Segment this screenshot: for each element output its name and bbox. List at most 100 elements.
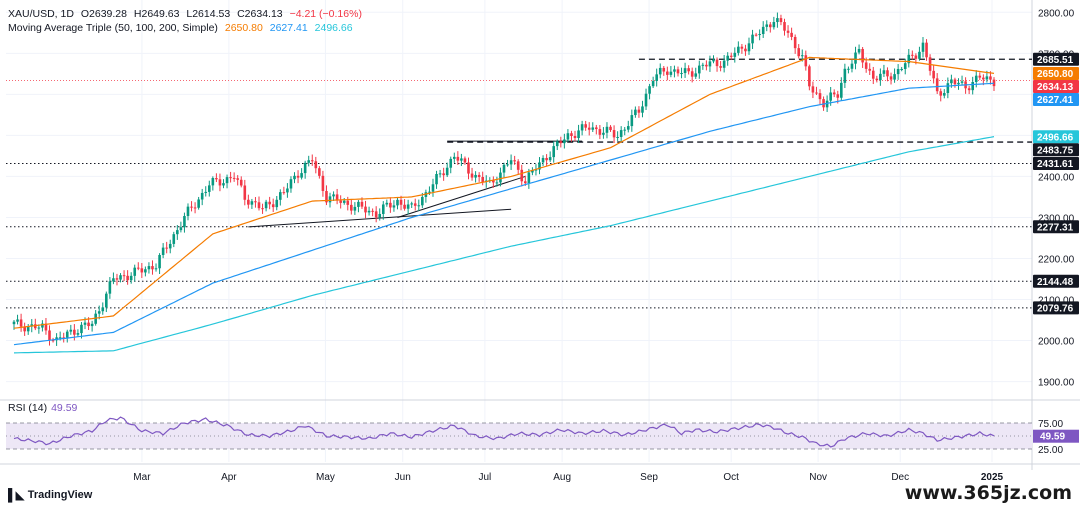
candle-body bbox=[371, 210, 374, 212]
candle-body bbox=[147, 266, 151, 270]
candle-body bbox=[289, 179, 293, 189]
candle-body bbox=[935, 78, 939, 92]
candle-body bbox=[563, 139, 566, 144]
candle-body bbox=[548, 157, 552, 161]
candle-body bbox=[992, 79, 996, 87]
candle-body bbox=[76, 333, 80, 335]
candle-body bbox=[932, 70, 935, 79]
candle-body bbox=[651, 80, 655, 87]
candle-body bbox=[51, 340, 55, 342]
candle-body bbox=[435, 174, 438, 185]
candle-body bbox=[112, 278, 115, 282]
candle-body bbox=[385, 202, 389, 205]
candle-body bbox=[893, 74, 896, 80]
candle-body bbox=[925, 42, 928, 58]
candle-body bbox=[176, 230, 179, 235]
candle-body bbox=[445, 167, 449, 176]
open-value: O2639.28 bbox=[80, 8, 127, 20]
candle-body bbox=[729, 55, 733, 57]
candle-body bbox=[687, 68, 690, 72]
candle-body bbox=[310, 160, 314, 162]
candle-body bbox=[254, 201, 257, 203]
candle-body bbox=[939, 91, 943, 96]
y-tick-label: 2400.00 bbox=[1038, 172, 1075, 183]
x-tick-label: Jun bbox=[395, 472, 411, 483]
candle-body bbox=[914, 55, 918, 59]
candle-body bbox=[140, 268, 144, 273]
candle-body bbox=[225, 177, 229, 184]
rsi-tick-label: 75.00 bbox=[1038, 419, 1063, 430]
candle-body bbox=[90, 323, 94, 327]
x-tick-label: May bbox=[316, 472, 335, 483]
candle-body bbox=[421, 196, 424, 206]
candle-body bbox=[989, 76, 992, 80]
candle-body bbox=[605, 126, 609, 133]
candle-body bbox=[218, 179, 222, 186]
candle-body bbox=[499, 172, 502, 183]
candle-body bbox=[804, 55, 808, 67]
candle-body bbox=[353, 206, 357, 211]
candle-body bbox=[712, 59, 715, 62]
price-badge bbox=[1033, 80, 1079, 94]
candle-body bbox=[761, 26, 765, 35]
candle-body bbox=[516, 161, 520, 170]
candle-body bbox=[974, 75, 978, 82]
candle-body bbox=[87, 322, 90, 327]
candle-body bbox=[570, 133, 573, 136]
candle-body bbox=[460, 158, 463, 161]
candle-body bbox=[264, 201, 268, 209]
candle-body bbox=[314, 161, 318, 169]
candle-body bbox=[403, 204, 406, 209]
candle-body bbox=[751, 34, 754, 44]
price-badge bbox=[1033, 274, 1079, 288]
candle-body bbox=[34, 324, 37, 329]
candle-body bbox=[815, 92, 818, 94]
candle-body bbox=[282, 192, 286, 194]
price-badge-label: 2634.13 bbox=[1037, 82, 1074, 93]
candle-body bbox=[630, 115, 634, 127]
candle-body bbox=[694, 73, 698, 77]
candle-body bbox=[829, 92, 832, 101]
candle-body bbox=[261, 208, 264, 210]
candle-body bbox=[428, 191, 431, 193]
price-badge-label: 2650.80 bbox=[1037, 69, 1074, 80]
y-tick-label: 2800.00 bbox=[1038, 8, 1075, 19]
tradingview-logo[interactable]: ▌◣ TradingView bbox=[8, 488, 92, 502]
watermark: www.365jz.com bbox=[904, 482, 1072, 504]
candle-body bbox=[559, 141, 563, 144]
candle-body bbox=[44, 323, 48, 331]
candle-body bbox=[449, 158, 453, 168]
candle-body bbox=[545, 157, 548, 161]
price-badge bbox=[1033, 301, 1079, 315]
candle-body bbox=[126, 275, 129, 281]
candle-body bbox=[879, 73, 882, 81]
candle-body bbox=[481, 176, 484, 183]
ma200-line bbox=[13, 136, 995, 354]
candle-body bbox=[307, 160, 311, 163]
y-tick-label: 2300.00 bbox=[1038, 213, 1075, 224]
x-tick-label: Apr bbox=[221, 472, 237, 483]
candle-body bbox=[800, 55, 804, 57]
y-tick-label: 1900.00 bbox=[1038, 378, 1075, 389]
price-badge bbox=[1033, 130, 1079, 144]
candle-body bbox=[854, 52, 857, 64]
y-tick-label: 2000.00 bbox=[1038, 337, 1075, 348]
candle-body bbox=[19, 319, 23, 327]
candle-body bbox=[942, 93, 946, 96]
candle-body bbox=[332, 194, 335, 197]
candle-body bbox=[303, 162, 307, 174]
candle-body bbox=[350, 204, 353, 211]
candle-body bbox=[637, 109, 641, 113]
candle-body bbox=[520, 169, 524, 182]
candle-body bbox=[406, 204, 410, 209]
candle-body bbox=[719, 66, 722, 68]
candle-body bbox=[886, 70, 889, 77]
candle-body bbox=[197, 199, 200, 208]
legend-ma: Moving Average Triple (50, 100, 200, Sim… bbox=[8, 22, 357, 34]
candle-body bbox=[616, 136, 619, 138]
candle-body bbox=[957, 82, 960, 85]
candle-body bbox=[680, 73, 683, 75]
price-badge-label: 2431.61 bbox=[1037, 159, 1074, 170]
